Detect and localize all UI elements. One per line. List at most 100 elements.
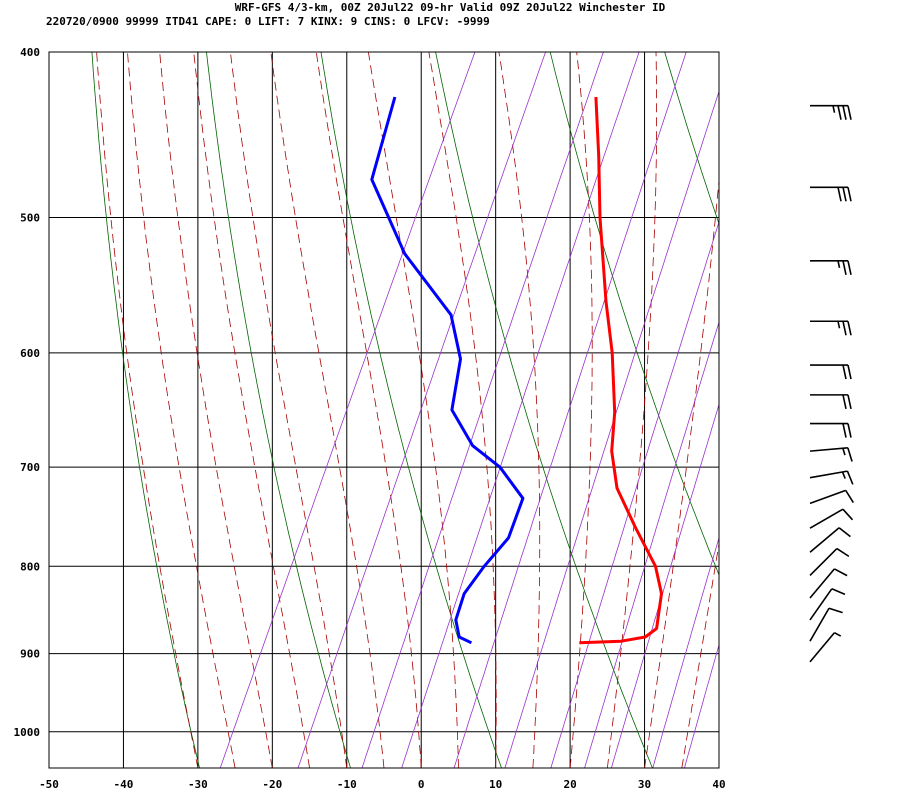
dry-adiabat: [91, 52, 200, 768]
wind-barb: [810, 186, 852, 202]
moist-adiabat: [569, 52, 593, 768]
barb-shaft: [809, 447, 848, 452]
temperature-profile: [579, 96, 663, 645]
barb-shaft: [809, 632, 836, 663]
x-axis-ticks: -50 -40 -30 -20 -10 0 10 20 30 40: [39, 778, 726, 791]
barb-half-feather: [834, 632, 842, 637]
plot-frame: [48, 51, 720, 769]
wind-barb: [809, 447, 853, 462]
wind-barb: [810, 259, 852, 275]
barb-shaft: [809, 489, 846, 505]
station-stats: 220720/0900 99999 ITD41 CAPE: 0 LIFT: 7 …: [46, 15, 490, 28]
x-tick-label: 40: [712, 778, 725, 791]
dry-adiabat: [664, 52, 719, 225]
moist-adiabat: [718, 765, 719, 768]
moist-adiabat: [270, 52, 385, 768]
barb-feather: [836, 547, 850, 558]
barb-feather: [847, 423, 852, 438]
moist-adiabat: [644, 176, 719, 768]
dry-adiabat: [320, 52, 502, 768]
y-tick-label: 400: [20, 46, 40, 59]
y-tick-label: 600: [20, 347, 40, 360]
mixing-ratio-line: [504, 90, 719, 768]
y-tick-label: 1000: [14, 726, 41, 739]
barb-feather: [847, 105, 852, 120]
barb-feather: [847, 187, 852, 202]
dry-adiabat: [435, 52, 653, 768]
mixing-ratio-line: [361, 52, 604, 768]
mixing-ratio-line: [584, 320, 719, 768]
barb-shaft: [809, 548, 838, 577]
barb-half-feather: [832, 105, 836, 113]
barb-feather: [847, 260, 852, 275]
barb-shaft: [809, 527, 840, 553]
dewpoint-profile: [370, 96, 525, 645]
y-tick-label: 700: [20, 461, 40, 474]
y-tick-label: 500: [20, 212, 40, 225]
background-lines: [49, 52, 900, 768]
barb-feather: [847, 447, 853, 462]
barb-feather: [846, 470, 854, 485]
x-tick-label: -20: [262, 778, 282, 791]
barb-feather: [842, 187, 847, 202]
x-tick-label: 10: [489, 778, 502, 791]
barb-half-feather: [837, 321, 841, 329]
x-tick-label: -40: [114, 778, 134, 791]
moist-adiabat: [368, 52, 459, 768]
dry-adiabat: [206, 52, 351, 768]
wind-barb: [809, 607, 843, 642]
y-tick-label: 900: [20, 648, 40, 661]
mixing-ratio-line: [219, 52, 476, 768]
wind-barb: [810, 320, 852, 336]
barb-shaft: [809, 588, 833, 621]
dry-adiabat: [894, 52, 900, 768]
barb-feather: [834, 568, 848, 577]
barb-shaft: [809, 470, 848, 479]
barb-feather: [828, 607, 843, 614]
y-tick-label: 800: [20, 560, 40, 573]
barb-feather: [842, 364, 847, 380]
wind-barb: [809, 588, 846, 621]
barb-feather: [838, 527, 851, 538]
x-tick-label: -10: [337, 778, 357, 791]
wind-barb: [809, 508, 854, 529]
x-tick-label: 0: [418, 778, 425, 791]
barb-half-feather: [842, 448, 846, 456]
x-tick-label: 30: [638, 778, 651, 791]
barb-feather: [842, 260, 847, 275]
moist-adiabat: [681, 541, 719, 768]
barb-half-feather: [841, 471, 846, 479]
wind-barb: [810, 104, 852, 120]
moist-adiabat: [193, 52, 310, 768]
moist-adiabat: [230, 52, 348, 768]
barb-feather: [842, 321, 847, 336]
mixing-ratio-line: [652, 536, 719, 768]
mixing-ratio-line: [401, 52, 640, 768]
x-tick-label: 20: [563, 778, 576, 791]
wind-barb: [809, 489, 854, 505]
mixing-ratio-line: [453, 52, 687, 768]
barb-feather: [847, 364, 852, 380]
barb-feather: [845, 489, 854, 503]
moist-adiabat: [96, 52, 199, 768]
barb-feather: [837, 187, 842, 202]
wind-barbs: [809, 104, 854, 663]
moist-adiabat: [606, 52, 657, 768]
barb-half-feather: [837, 260, 841, 268]
moist-adiabat: [315, 52, 422, 768]
wind-barb: [809, 527, 851, 553]
chart-title: WRF-GFS 4/3-km, 00Z 20Jul22 09-hr Valid …: [235, 1, 666, 14]
dry-adiabat: [549, 52, 719, 577]
barb-feather: [842, 423, 847, 438]
dry-adiabat: [779, 52, 900, 768]
mixing-ratio-line: [684, 643, 719, 768]
wind-barb: [810, 422, 852, 438]
wind-barb: [809, 632, 842, 663]
mixing-ratio-line: [611, 403, 719, 768]
wind-barb: [809, 568, 848, 599]
mixing-ratio-line: [550, 220, 719, 768]
moist-adiabat: [498, 52, 541, 768]
barb-feather: [842, 394, 847, 410]
wind-barb: [810, 394, 852, 410]
